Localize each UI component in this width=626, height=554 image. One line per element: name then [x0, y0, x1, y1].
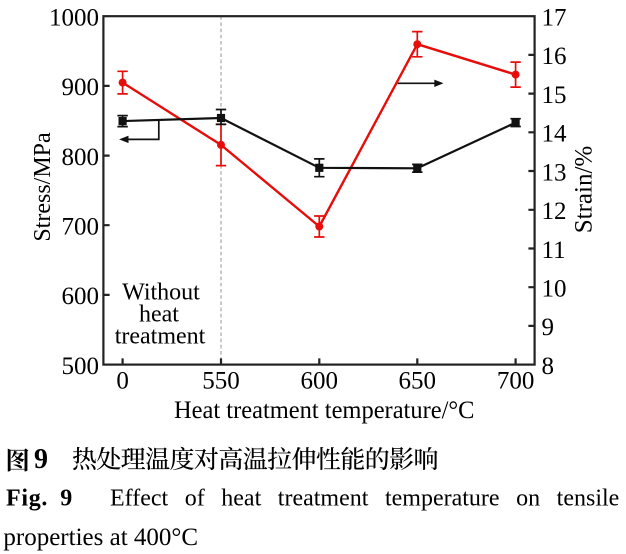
svg-text:9: 9 [34, 444, 48, 475]
svg-text:16: 16 [542, 43, 567, 70]
svg-text:treatment: treatment [115, 324, 206, 350]
svg-text:15: 15 [542, 82, 567, 109]
svg-text:900: 900 [62, 74, 100, 101]
svg-text:Heat treatment temperature/°C: Heat treatment temperature/°C [174, 397, 475, 424]
svg-text:Without: Without [122, 280, 200, 306]
svg-text:8: 8 [542, 353, 555, 380]
svg-text:9: 9 [542, 314, 555, 341]
svg-text:700: 700 [497, 368, 535, 395]
svg-text:Effect of heat treatment tempe: Effect of heat treatment temperature on … [110, 486, 619, 512]
svg-text:0: 0 [116, 368, 129, 395]
svg-text:10: 10 [542, 276, 567, 303]
svg-text:500: 500 [62, 353, 100, 380]
svg-text:Stress/MPa: Stress/MPa [30, 132, 56, 242]
svg-text:1000: 1000 [49, 5, 99, 32]
svg-text:properties at 400°C: properties at 400°C [3, 524, 198, 551]
svg-text:13: 13 [542, 159, 567, 186]
svg-text:heat: heat [139, 302, 179, 328]
svg-text:600: 600 [62, 283, 100, 310]
svg-text:12: 12 [542, 198, 567, 225]
svg-text:14: 14 [542, 121, 568, 148]
svg-text:650: 650 [399, 368, 437, 395]
svg-text:600: 600 [301, 368, 339, 395]
svg-text:Strain/%: Strain/% [571, 146, 598, 234]
svg-text:550: 550 [202, 368, 240, 395]
svg-text:17: 17 [542, 5, 567, 32]
svg-text:Fig.: Fig. [6, 486, 48, 512]
svg-text:700: 700 [62, 214, 100, 241]
svg-text:11: 11 [542, 237, 566, 264]
svg-text:800: 800 [62, 144, 100, 171]
svg-text:9: 9 [60, 486, 72, 512]
